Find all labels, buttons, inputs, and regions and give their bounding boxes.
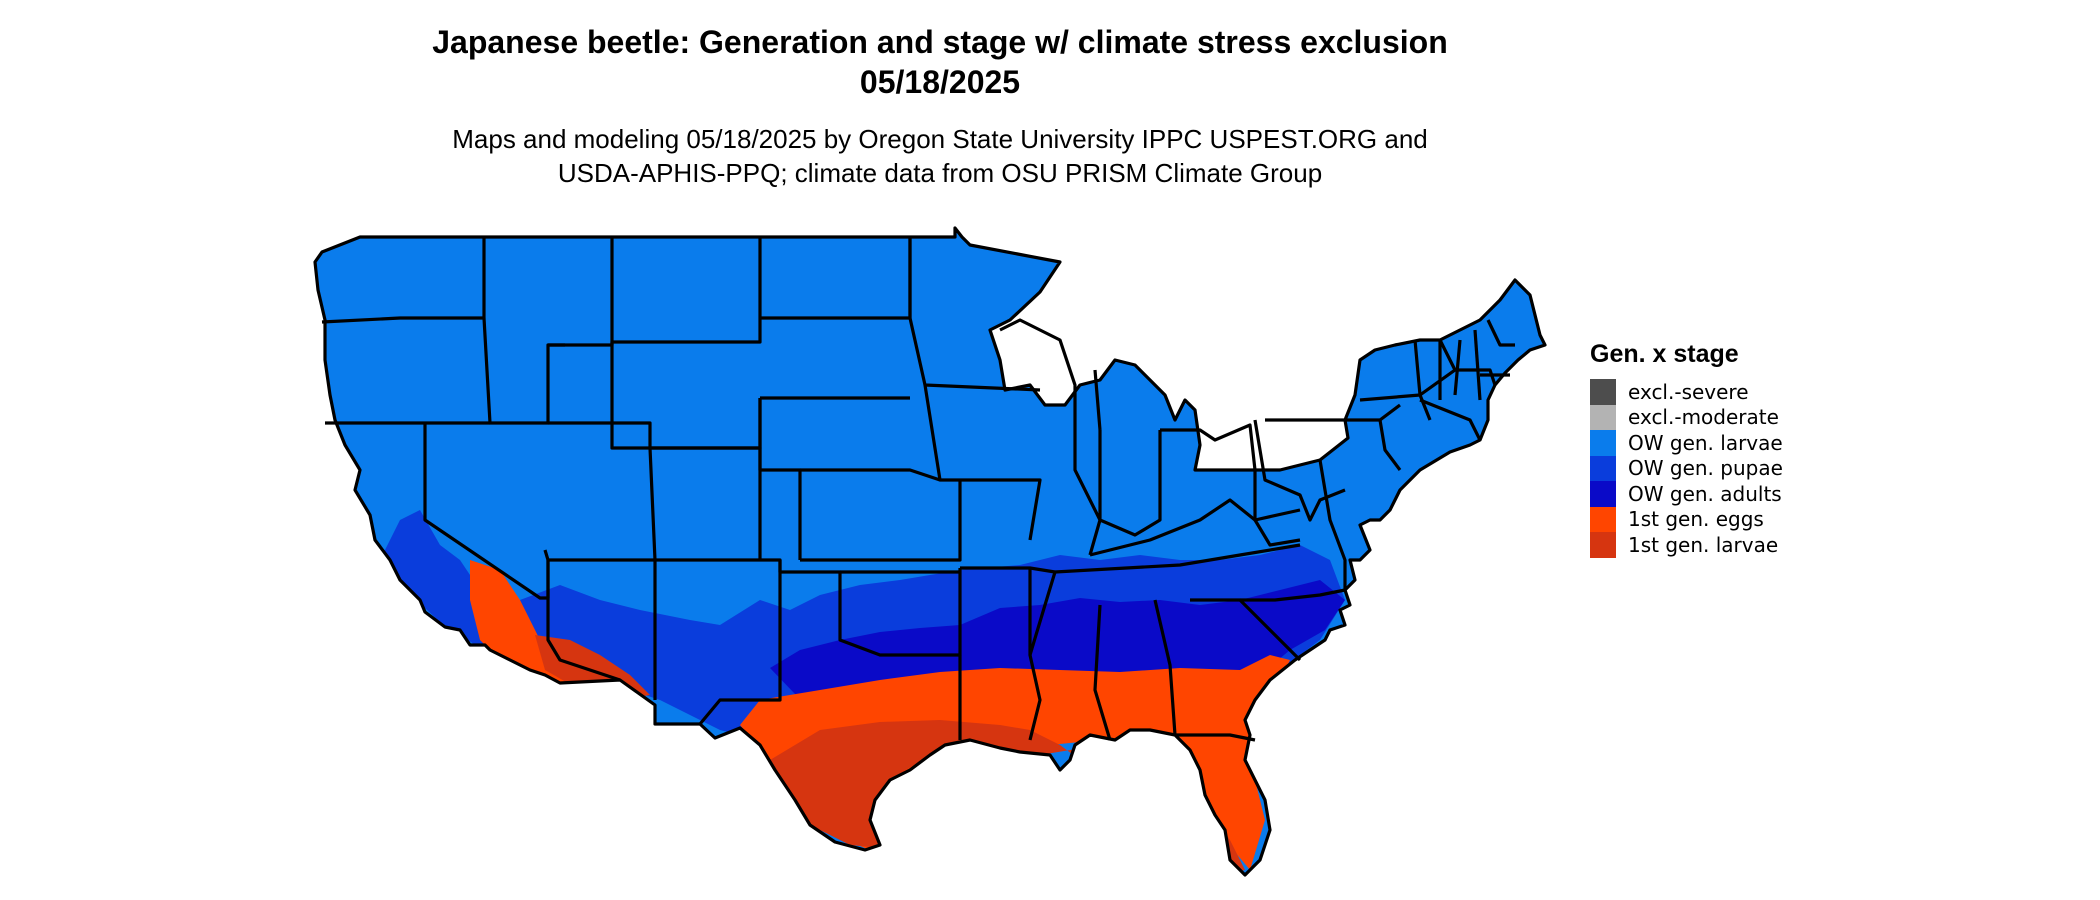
us-map [313,226,1547,877]
legend-label: 1st gen. eggs [1628,507,1764,532]
legend-label: 1st gen. larvae [1628,532,1779,557]
map-title-line2: 05/18/2025 [859,64,1021,100]
1st-gen-larvae-region [770,720,1245,875]
ow-gen-larvae-region [315,228,1545,875]
state-borders [313,226,1547,877]
legend-swatch [1590,532,1616,558]
legend-label: OW gen. pupae [1628,456,1783,481]
legend-label: OW gen. adults [1628,481,1782,506]
legend-title: Gen. x stage [1590,340,1739,368]
legend-item: excl.-moderate [1590,404,1783,430]
legend-label: excl.-severe [1628,379,1749,404]
legend-label: excl.-moderate [1628,405,1779,430]
map-subtitle-line2: USDA-APHIS-PPQ; climate data from OSU PR… [557,158,1323,188]
legend-items: excl.-severe excl.-moderate OW gen. larvae… [1590,379,1783,558]
legend-item: 1st gen. larvae [1590,532,1783,558]
legend: Gen. x stage excl.-severe excl.-moderate O… [1590,340,1783,558]
legend-item: OW gen. pupae [1590,455,1783,481]
map-title-line1: Japanese beetle: Generation and stage w/… [432,24,1448,60]
subtitle-block: Maps and modeling 05/18/2025 by Oregon S… [330,122,1550,190]
legend-swatch [1590,379,1616,405]
stage-fill-layer [315,228,1545,875]
legend-swatch [1590,481,1616,507]
legend-swatch [1590,455,1616,481]
legend-swatch [1590,506,1616,532]
1st-gen-eggs-region [740,655,1290,870]
legend-item: excl.-severe [1590,379,1783,405]
legend-item: OW gen. adults [1590,481,1783,507]
legend-swatch [1590,430,1616,456]
title-block: Japanese beetle: Generation and stage w/… [400,22,1480,102]
legend-item: OW gen. larvae [1590,430,1783,456]
map-subtitle-line1: Maps and modeling 05/18/2025 by Oregon S… [452,124,1428,154]
legend-item: 1st gen. eggs [1590,506,1783,532]
legend-label: OW gen. larvae [1628,430,1783,455]
legend-swatch [1590,404,1616,430]
southwest-eggs-region [470,560,650,710]
